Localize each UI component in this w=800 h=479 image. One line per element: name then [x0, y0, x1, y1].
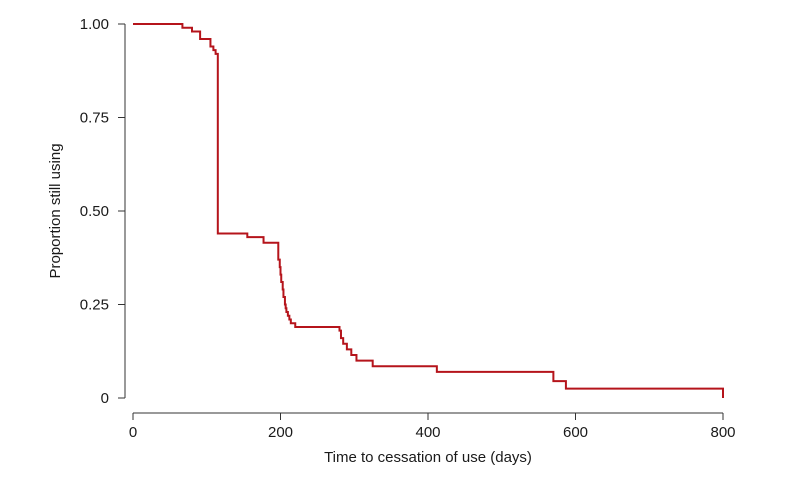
x-tick-label: 0 [129, 424, 137, 441]
x-tick-label: 200 [268, 424, 293, 441]
x-tick-label: 600 [563, 424, 588, 441]
y-tick-label: 0.25 [80, 297, 109, 314]
y-axis-title: Proportion still using [47, 143, 64, 278]
y-tick-label: 0.50 [80, 203, 109, 220]
x-axis-title: Time to cessation of use (days) [324, 449, 532, 466]
y-tick-label: 0.75 [80, 110, 109, 127]
y-ticks: 0 0.25 0.50 0.75 1.00 [80, 16, 125, 407]
survival-step-line [133, 23, 724, 398]
series-layer [133, 23, 724, 398]
y-tick-label: 0 [101, 390, 109, 407]
x-ticks: 0 200 400 600 800 [129, 413, 736, 441]
x-tick-label: 800 [710, 424, 735, 441]
x-tick-label: 400 [415, 424, 440, 441]
y-tick-label: 1.00 [80, 16, 109, 33]
